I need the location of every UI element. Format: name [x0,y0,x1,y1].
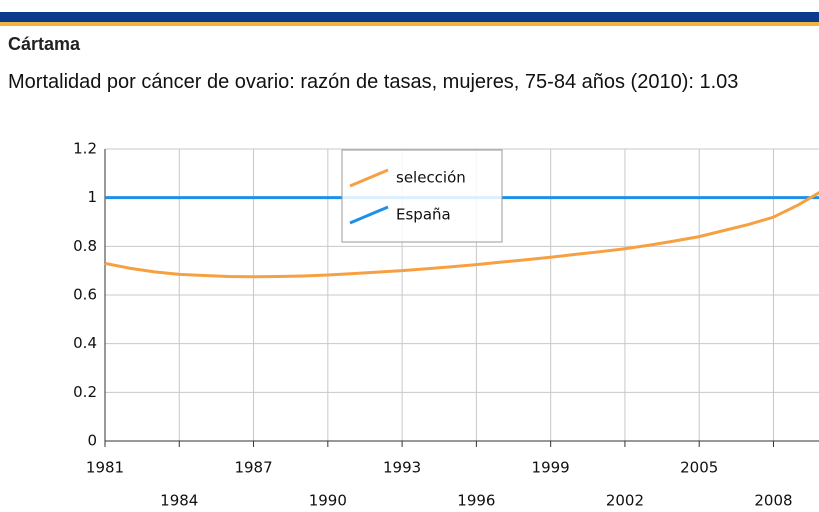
y-tick-label: 1 [87,188,97,206]
y-tick-label: 0.8 [73,237,97,255]
x-tick-label: 2008 [754,492,792,510]
legend-swatch [349,205,389,225]
x-tick-label: 1996 [457,492,495,510]
y-tick-label: 0.2 [73,383,97,401]
y-tick-label: 1.2 [73,140,97,158]
chart-title: Cártama [8,34,81,54]
x-tick-label: 1993 [383,459,421,477]
x-tick-label: 1990 [309,492,347,510]
series-line [104,190,819,279]
header-bar [0,12,819,22]
legend-label: selección [396,169,466,187]
legend-swatch [349,168,389,188]
chart-subtitle: Mortalidad por cáncer de ovario: razón d… [8,71,739,93]
x-tick-label: 1981 [86,459,124,477]
x-tick-label: 2005 [680,459,718,477]
x-tick-label: 1987 [234,459,272,477]
legend-label: España [396,206,451,224]
x-tick-label: 2002 [606,492,644,510]
legend-box [341,149,503,243]
y-tick-label: 0 [87,432,97,450]
y-tick-label: 0.4 [73,334,97,352]
x-tick-label: 1999 [532,459,570,477]
x-tick-label: 1984 [160,492,198,510]
header-accent [0,22,819,26]
y-tick-label: 0.6 [73,286,97,304]
